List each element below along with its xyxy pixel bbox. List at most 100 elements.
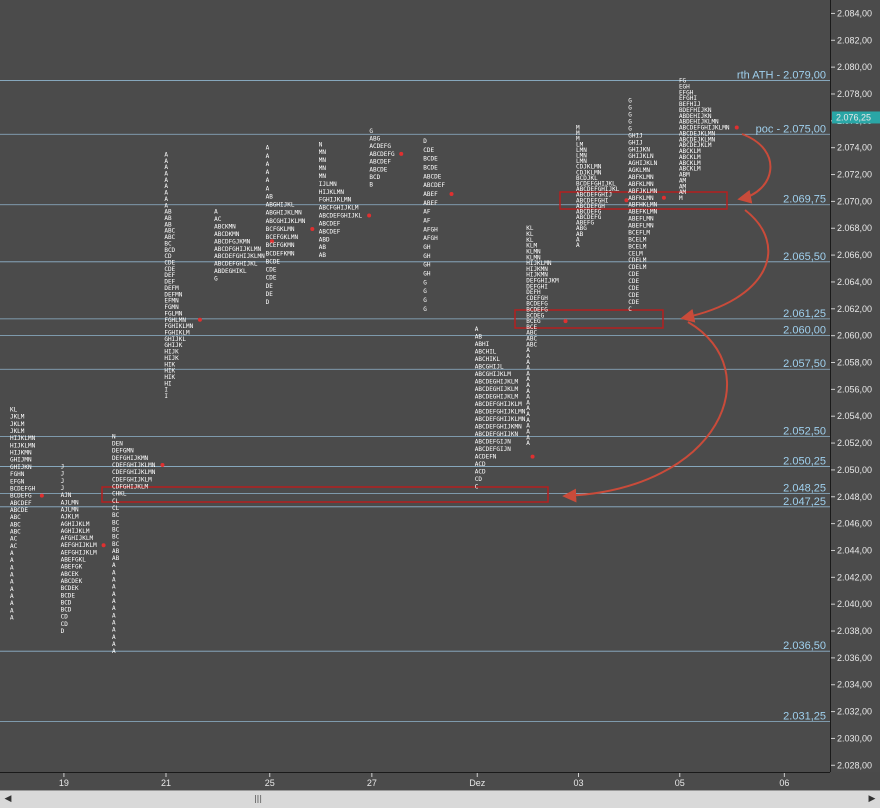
tpo-row: FGHN	[10, 471, 25, 478]
tpo-row: J	[61, 464, 65, 471]
tpo-row: ABDEGHIKL	[214, 268, 247, 275]
tpo-row: A	[164, 164, 168, 171]
tpo-row: HIJK	[164, 355, 179, 362]
highlight-boxes	[101, 191, 728, 503]
tpo-row: G	[628, 105, 632, 112]
tpo-row: KL	[526, 225, 534, 232]
tpo-row: A	[526, 417, 530, 424]
profile-poc-dot	[734, 125, 739, 130]
horizontal-scrollbar[interactable]: ◀ ||| ▶	[0, 790, 880, 808]
tpo-row: A	[526, 399, 530, 406]
tpo-row: DEFMN	[164, 291, 182, 298]
tpo-row: ABFKLMN	[628, 195, 654, 202]
scroll-left-arrow-icon[interactable]: ◀	[4, 794, 12, 804]
profile-12: GGGGGGHIJGHIJGHIJKNGHIJKLNAGHIJKLNAGKLMN…	[628, 98, 666, 313]
tpo-row: ABCDEFGHIJKL	[319, 213, 363, 220]
tpo-row: G	[369, 128, 373, 135]
tpo-row: A	[526, 434, 530, 441]
tpo-row: A	[526, 405, 530, 412]
tpo-row: A	[576, 242, 580, 249]
tpo-row: EGH	[679, 83, 690, 90]
tpo-row: ABCDEK	[61, 578, 83, 585]
tpo-row: ABCDEFG	[369, 151, 395, 158]
tpo-row: ABCDFGJKMN	[214, 238, 251, 245]
y-tick-label-4: 2.036,00	[837, 653, 872, 663]
arrow-2061-to-2048	[562, 321, 728, 503]
tpo-row: A	[576, 236, 580, 243]
tpo-row: A	[10, 607, 14, 614]
tpo-row: CDELM	[628, 264, 646, 271]
y-tick-label-6: 2.040,00	[837, 599, 872, 609]
tpo-row: A	[164, 177, 168, 184]
tpo-row: CDJKLMN	[576, 169, 602, 176]
tpo-row: ABCDEFGHIJKLMN	[214, 253, 265, 260]
tpo-row: AF	[423, 209, 431, 216]
tpo-row: AB	[164, 209, 172, 216]
tpo-row: ABCDEFGH	[576, 203, 605, 210]
tpo-row: CDE	[628, 271, 639, 278]
tpo-row: KL	[10, 406, 18, 413]
tpo-row: FGHLMN	[164, 317, 186, 324]
tpo-row: AC	[10, 536, 18, 543]
price-axis[interactable]: 2.028,00 2.030,00 2.032,00 2.034,00 2.036,00…	[830, 0, 880, 772]
y-tick-label-1: 2.030,00	[837, 733, 872, 743]
chart-plot-area[interactable]: KL JKLM JKLM JKLM HIJKLMN HIJKLMN HIJKMN GHIJMN…	[0, 0, 830, 772]
tpo-row: AJLMN	[61, 499, 79, 506]
tpo-row: DE	[266, 291, 274, 298]
tpo-row: AB	[164, 215, 172, 222]
tpo-row: AB	[319, 252, 327, 259]
highlight-box-2061	[514, 309, 664, 329]
tpo-row: BCELM	[628, 236, 646, 243]
tpo-row: A	[10, 572, 14, 579]
tpo-row: AB	[319, 244, 327, 251]
y-tick-label-8: 2.044,00	[837, 545, 872, 555]
tpo-row: ABC	[10, 528, 21, 535]
x-tick-label-4: Dez	[469, 778, 486, 788]
tpo-row: G	[423, 306, 427, 313]
tpo-row: CD	[61, 614, 69, 621]
tpo-row: CDEFGHIJKLMN	[112, 462, 156, 469]
tpo-row: ABG	[369, 136, 380, 143]
tpo-row: BCE	[526, 324, 537, 331]
tpo-row: ABCKLM	[679, 160, 701, 167]
profile-4: AACABCKMNABCDKMNABCDFGJKMNABCDFGHIJKLMNA…	[214, 208, 274, 283]
scroll-right-arrow-icon[interactable]: ▶	[868, 794, 876, 804]
tpo-row: ABCDEFGHIJKLMN	[475, 409, 526, 416]
tpo-row: HIK	[164, 368, 175, 375]
tpo-row: A	[164, 183, 168, 190]
tpo-row: CL	[112, 498, 120, 505]
tpo-row: BCD	[164, 247, 175, 254]
tpo-row: AC	[214, 216, 222, 223]
scroll-thumb-grip-icon[interactable]: |||	[253, 794, 263, 803]
tpo-row: AC	[10, 543, 18, 550]
y-tick-label-18: 2.064,00	[837, 277, 872, 287]
tpo-row: ABCGHIJKLMN	[266, 218, 306, 225]
tpo-row: AGHIJKLN	[628, 160, 657, 167]
tpo-row: A	[164, 202, 168, 209]
tpo-row: A	[10, 550, 14, 557]
tpo-row: CD	[61, 621, 69, 628]
tpo-row: ABG	[576, 225, 587, 232]
tpo-row: JKLM	[10, 414, 25, 421]
tpo-row: A	[266, 185, 270, 192]
tpo-row: AM	[679, 189, 687, 196]
tpo-row: A	[526, 440, 530, 447]
tpo-row: A	[266, 169, 270, 176]
profile-poc-dot	[39, 493, 44, 498]
tpo-row: ABCDEFGHIJ	[576, 192, 612, 199]
tpo-row: AM	[679, 183, 687, 190]
tpo-row: ACD	[475, 461, 486, 468]
date-axis[interactable]: 19 21 25 27 Dez 03 05 06	[0, 772, 830, 791]
tpo-row: CDE	[164, 260, 175, 267]
tpo-row: HIJKLMN	[10, 442, 36, 449]
tpo-row: LMN	[576, 158, 587, 165]
level-label-8: 2.050,25	[783, 456, 826, 468]
tpo-row: ABCDEFGHIJKLMN	[679, 125, 730, 132]
tpo-row: AEFGHIJKLM	[61, 549, 98, 556]
tpo-row: DEFH	[526, 289, 541, 296]
tpo-row: ABCDEFG	[576, 214, 602, 221]
tpo-row: BCDJKL	[576, 175, 598, 182]
tpo-row: I	[164, 393, 168, 400]
tpo-row: ACDEFG	[369, 143, 391, 150]
level-label-5: 2.060,00	[783, 325, 826, 337]
